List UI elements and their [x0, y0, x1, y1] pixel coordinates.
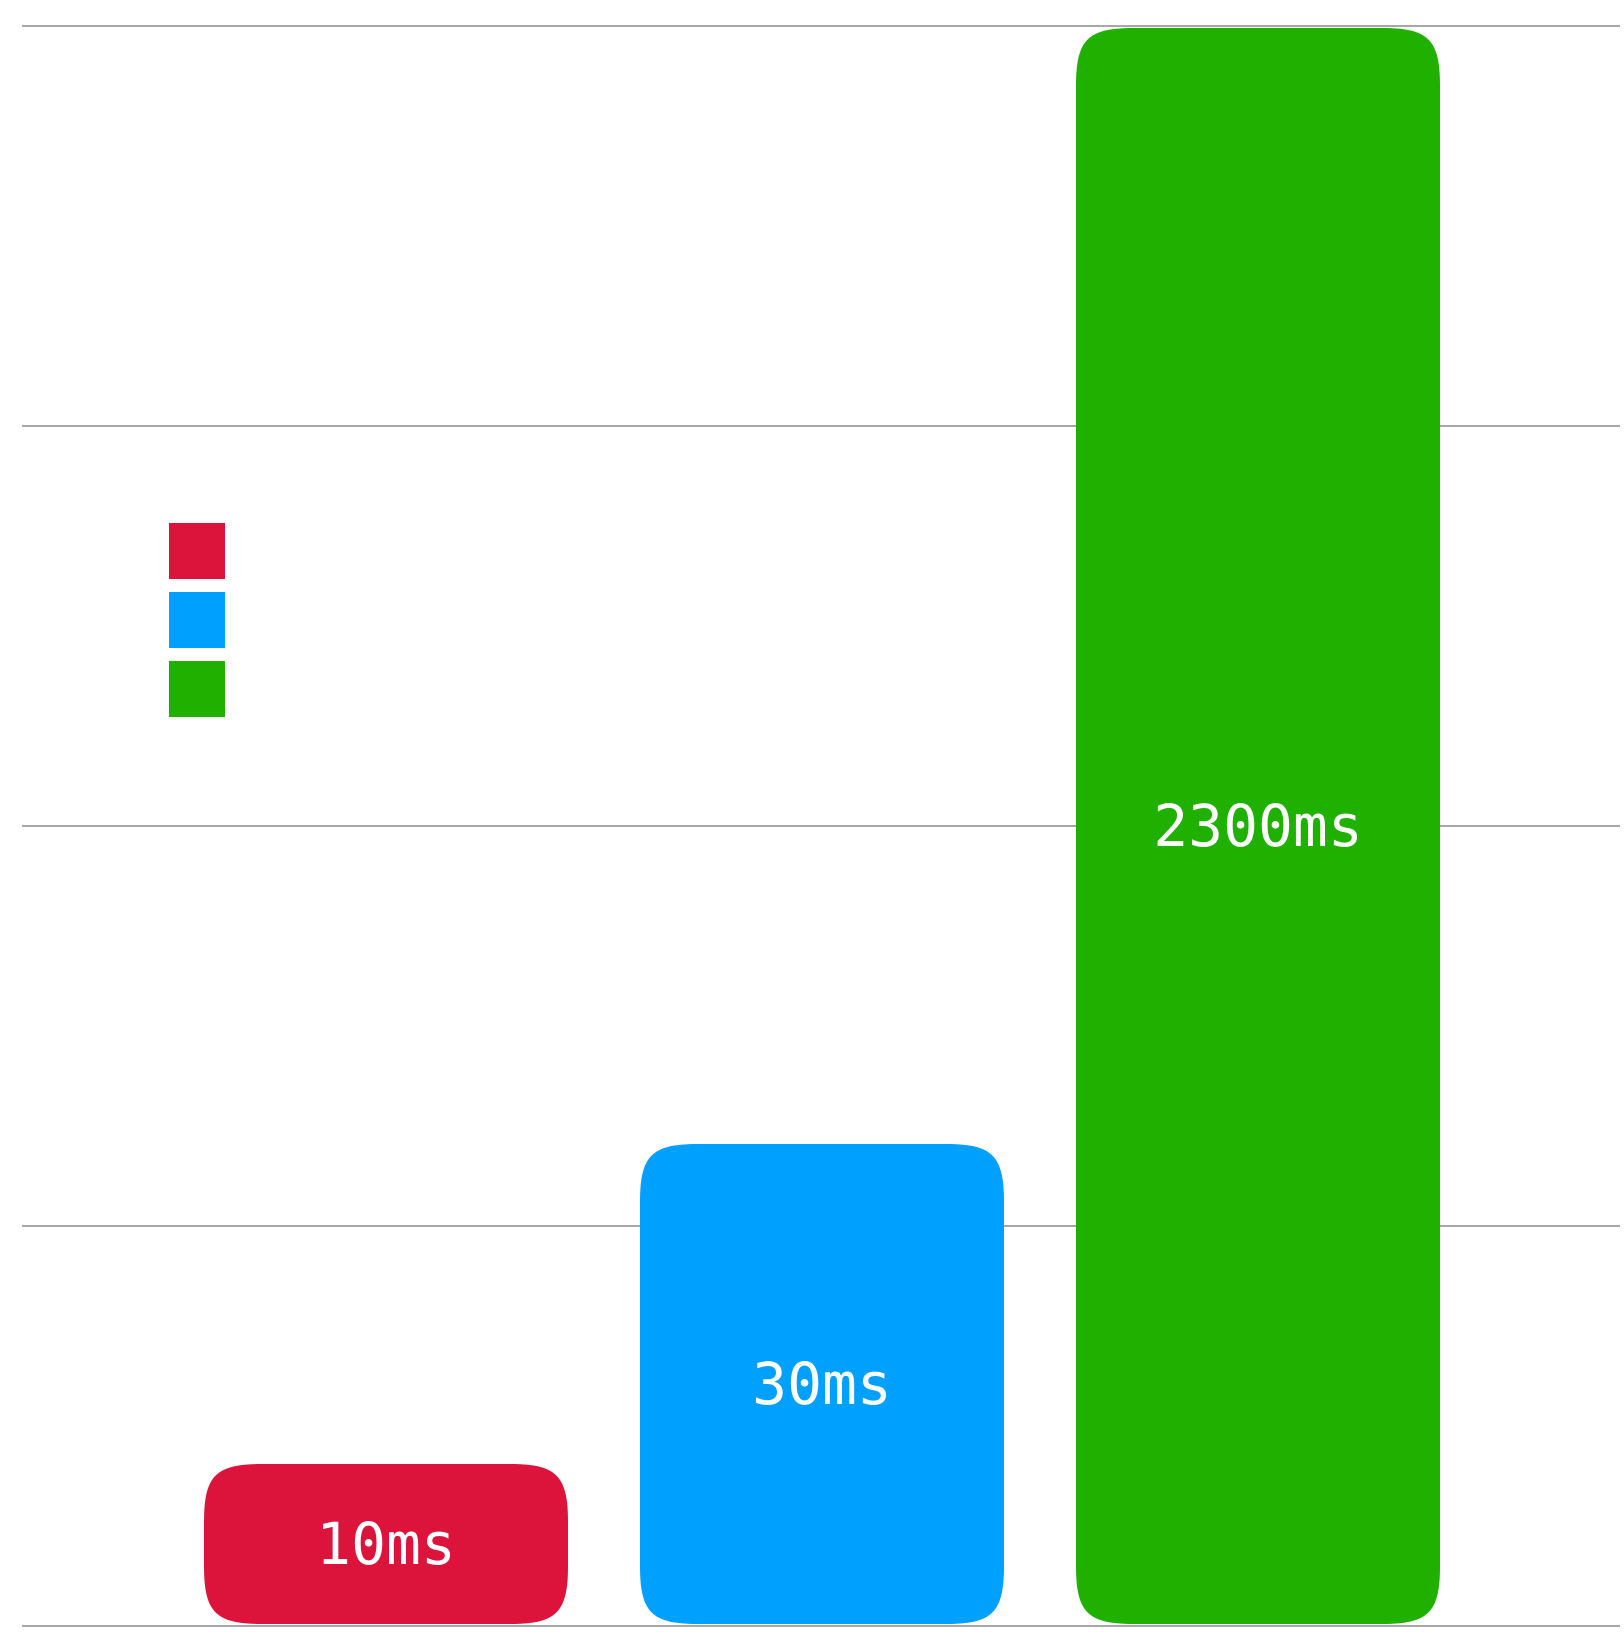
- bars: [204, 28, 1440, 1624]
- bar: [640, 1144, 1004, 1624]
- legend-swatch: [169, 523, 225, 579]
- legend-swatch: [169, 592, 225, 648]
- legend-swatch: [169, 661, 225, 717]
- bar-value-label: 2300ms: [1153, 792, 1363, 860]
- bar-value-label: 30ms: [752, 1350, 892, 1418]
- bar-value-label: 10ms: [316, 1510, 456, 1578]
- bar: [1076, 28, 1440, 1624]
- legend: [169, 523, 225, 717]
- data-labels: 10ms 30ms 2300ms: [316, 792, 1363, 1578]
- bar: [204, 1464, 568, 1624]
